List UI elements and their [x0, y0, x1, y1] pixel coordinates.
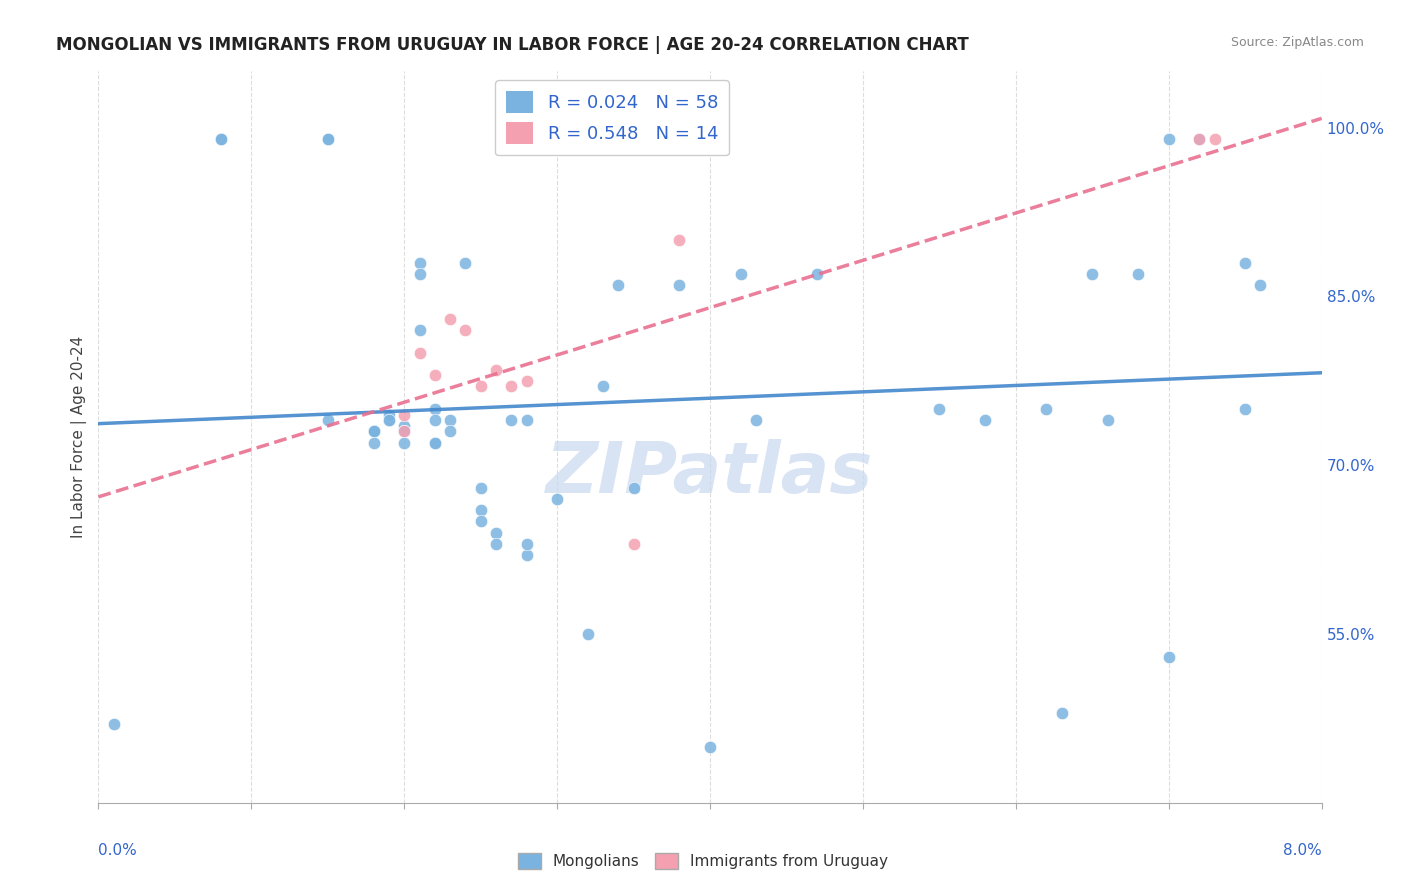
- Point: [928, 401, 950, 416]
- Point: [423, 435, 446, 450]
- Point: [392, 435, 416, 450]
- Point: [974, 413, 997, 427]
- Point: [439, 425, 461, 439]
- Point: [501, 379, 523, 393]
- Point: [316, 413, 339, 427]
- Point: [592, 379, 614, 393]
- Point: [745, 413, 768, 427]
- Point: [378, 413, 401, 427]
- Text: Source: ZipAtlas.com: Source: ZipAtlas.com: [1230, 36, 1364, 49]
- Point: [668, 278, 690, 293]
- Text: 8.0%: 8.0%: [1282, 843, 1322, 858]
- Point: [392, 408, 416, 422]
- Y-axis label: In Labor Force | Age 20-24: In Labor Force | Age 20-24: [72, 336, 87, 538]
- Point: [408, 255, 430, 269]
- Point: [1128, 267, 1150, 281]
- Point: [1157, 649, 1180, 664]
- Point: [454, 323, 477, 337]
- Point: [1050, 706, 1073, 720]
- Point: [439, 312, 461, 326]
- Point: [470, 515, 492, 529]
- Point: [699, 739, 721, 754]
- Point: [1035, 401, 1057, 416]
- Point: [576, 627, 599, 641]
- Point: [1234, 255, 1257, 269]
- Point: [1157, 132, 1180, 146]
- Point: [623, 537, 645, 551]
- Point: [501, 413, 523, 427]
- Point: [485, 362, 508, 376]
- Point: [516, 374, 538, 388]
- Point: [363, 435, 385, 450]
- Text: ZIPatlas: ZIPatlas: [547, 439, 873, 508]
- Point: [378, 408, 401, 422]
- Point: [730, 267, 752, 281]
- Point: [363, 425, 385, 439]
- Point: [470, 503, 492, 517]
- Point: [316, 132, 339, 146]
- Point: [1081, 267, 1104, 281]
- Point: [470, 379, 492, 393]
- Point: [209, 132, 232, 146]
- Point: [209, 132, 232, 146]
- Point: [316, 132, 339, 146]
- Point: [623, 481, 645, 495]
- Point: [1204, 132, 1226, 146]
- Point: [103, 717, 125, 731]
- Legend: R = 0.024   N = 58, R = 0.548   N = 14: R = 0.024 N = 58, R = 0.548 N = 14: [495, 80, 730, 155]
- Point: [516, 548, 538, 562]
- Point: [1234, 401, 1257, 416]
- Point: [1188, 132, 1211, 146]
- Point: [1097, 413, 1119, 427]
- Point: [454, 255, 477, 269]
- Point: [485, 525, 508, 540]
- Point: [408, 267, 430, 281]
- Point: [363, 425, 385, 439]
- Legend: Mongolians, Immigrants from Uruguay: Mongolians, Immigrants from Uruguay: [512, 847, 894, 875]
- Text: 0.0%: 0.0%: [98, 843, 138, 858]
- Point: [516, 537, 538, 551]
- Point: [546, 491, 568, 506]
- Point: [516, 413, 538, 427]
- Point: [423, 368, 446, 383]
- Point: [378, 413, 401, 427]
- Point: [392, 425, 416, 439]
- Point: [392, 425, 416, 439]
- Point: [607, 278, 630, 293]
- Point: [423, 413, 446, 427]
- Point: [470, 481, 492, 495]
- Point: [1188, 132, 1211, 146]
- Point: [485, 537, 508, 551]
- Point: [423, 435, 446, 450]
- Point: [806, 267, 828, 281]
- Point: [408, 323, 430, 337]
- Point: [423, 401, 446, 416]
- Point: [392, 418, 416, 433]
- Point: [1249, 278, 1271, 293]
- Point: [363, 425, 385, 439]
- Point: [408, 345, 430, 359]
- Point: [668, 233, 690, 247]
- Text: MONGOLIAN VS IMMIGRANTS FROM URUGUAY IN LABOR FORCE | AGE 20-24 CORRELATION CHAR: MONGOLIAN VS IMMIGRANTS FROM URUGUAY IN …: [56, 36, 969, 54]
- Point: [439, 413, 461, 427]
